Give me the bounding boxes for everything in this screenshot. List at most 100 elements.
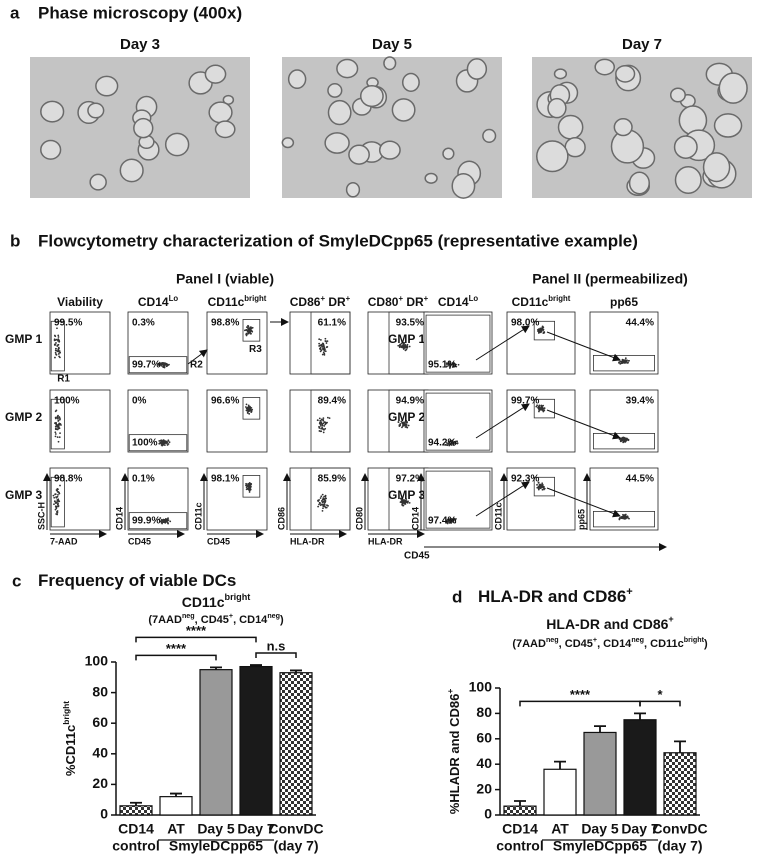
percent-label: 93.5%: [396, 318, 424, 329]
event-dot: [247, 407, 250, 410]
plot-frame: [506, 467, 576, 531]
event-dot: [318, 422, 321, 425]
event-dot: [57, 493, 59, 496]
x-tick-label: (day 7): [657, 838, 702, 854]
text-part: Viability: [57, 295, 103, 309]
cell: [214, 120, 236, 139]
event-dot: [452, 444, 455, 447]
text-part: %CD11c: [63, 725, 78, 776]
bar: [159, 796, 193, 816]
cell: [87, 102, 105, 119]
event-dot: [250, 326, 252, 329]
bar: [119, 805, 153, 816]
cell: [281, 137, 295, 149]
event-dot: [320, 427, 323, 430]
event-dot: [541, 408, 544, 411]
significance-bracket: [135, 636, 257, 643]
event-dot: [56, 490, 59, 493]
event-dot: [54, 356, 56, 359]
x-tick-label: (day 7): [273, 838, 318, 854]
event-dot: [322, 498, 325, 501]
event-dot: [54, 428, 57, 431]
panel-letter: d: [452, 587, 462, 606]
event-dot: [245, 488, 248, 491]
event-dot: [448, 363, 450, 366]
percent-label: 95.1%: [428, 360, 456, 371]
event-dot: [249, 332, 252, 335]
text-part: (7AAD: [512, 638, 546, 650]
event-dot: [162, 518, 165, 521]
event-dot: [59, 484, 61, 487]
event-dot: [320, 425, 322, 427]
event-dot: [57, 427, 60, 430]
event-dot: [324, 500, 327, 503]
day-label: Day 3: [120, 36, 160, 53]
event-dot: [54, 493, 57, 496]
day-label: Day 5: [372, 36, 412, 53]
event-dot: [56, 345, 59, 347]
cell: [482, 128, 497, 143]
plot-frame: [49, 311, 111, 375]
event-dot: [543, 407, 546, 410]
label-text: CD80+ DR+: [368, 294, 429, 310]
percent-label: 0.3%: [132, 318, 155, 329]
event-dot: [457, 363, 460, 366]
event-dot: [450, 521, 453, 524]
event-dot: [541, 488, 544, 491]
event-dot: [537, 406, 540, 409]
event-dot: [322, 344, 325, 346]
cell: [673, 135, 698, 159]
y-tick-label: 40: [92, 745, 108, 761]
cell: [378, 140, 401, 160]
plot-frame: [206, 467, 268, 531]
event-dot: [406, 501, 409, 504]
event-dot: [161, 362, 164, 365]
event-dot: [317, 500, 320, 502]
cell: [702, 152, 731, 183]
event-dot: [448, 440, 451, 443]
significance-label: ****: [186, 623, 207, 638]
event-dot: [400, 342, 403, 345]
percent-label: 0.1%: [132, 474, 155, 485]
event-dot: [398, 425, 401, 428]
text-part: , CD14: [233, 614, 268, 626]
event-dot: [158, 442, 161, 445]
event-dot: [55, 421, 57, 424]
event-dot: [402, 344, 405, 347]
percent-label: 98.8%: [54, 474, 82, 485]
gate: [310, 311, 351, 375]
bar: [663, 752, 697, 816]
event-dot: [245, 328, 248, 331]
event-dot: [56, 511, 59, 514]
gate-label: R2: [190, 360, 203, 371]
event-dot: [406, 426, 409, 429]
event-dot: [453, 442, 456, 445]
event-dot: [323, 347, 325, 350]
event-dot: [54, 425, 57, 428]
label-text: CD14Lo: [138, 294, 178, 310]
event-dot: [407, 424, 410, 427]
cell: [401, 72, 420, 92]
event-dot: [318, 342, 321, 345]
event-dot: [401, 345, 403, 348]
x-tick-label: Day 7: [237, 821, 275, 837]
event-dot: [326, 340, 329, 342]
event-dot: [316, 419, 319, 422]
y-tick-label: 100: [469, 679, 493, 695]
significance-bracket: [135, 654, 217, 661]
cell: [348, 144, 370, 165]
text-part: +: [626, 586, 632, 598]
event-dot: [408, 345, 411, 348]
event-dot: [248, 327, 251, 330]
event-dot: [626, 515, 629, 518]
percent-label: 0%: [132, 396, 147, 407]
percent-label: 99.7%: [132, 360, 160, 371]
event-dot: [619, 439, 622, 442]
cell: [324, 132, 350, 154]
label-text: (7AADneg, CD45+, CD14neg, CD11cbright): [512, 636, 708, 650]
event-dot: [245, 409, 248, 412]
gate: [425, 314, 491, 373]
event-dot: [536, 404, 539, 407]
event-dot: [57, 339, 60, 342]
